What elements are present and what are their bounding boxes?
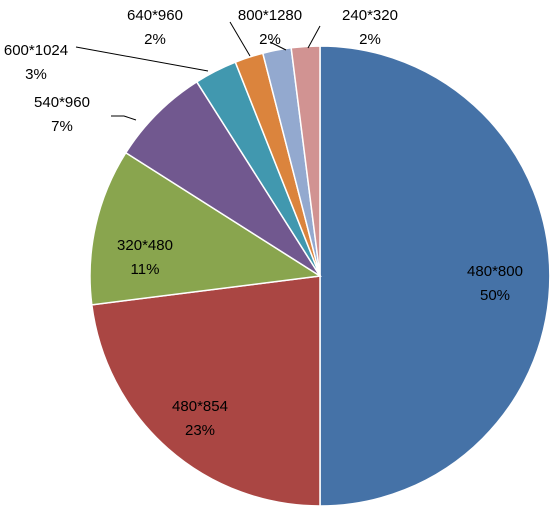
- slice-label-600x1024: 600*1024: [4, 42, 68, 59]
- leader-line-640x960: [229, 21, 251, 57]
- slice-label-480x800: 480*800: [467, 263, 523, 280]
- slice-label-480x854: 480*854: [172, 398, 228, 415]
- slice-percent-480x800: 50%: [480, 287, 510, 304]
- pie-slice-320x480: [89, 151, 323, 306]
- slice-percent-640x960: 2%: [144, 31, 166, 48]
- slice-percent-800x1280: 2%: [259, 31, 281, 48]
- pie-slice-240x320: [290, 45, 321, 277]
- leader-line-240x320: [307, 25, 321, 49]
- slice-percent-240x320: 2%: [359, 31, 381, 48]
- leader-line-600x1024: [75, 46, 209, 72]
- pie-slice-540x960: [124, 80, 321, 277]
- pie-slice-480x854: [90, 275, 321, 506]
- slice-label-540x960: 540*960: [34, 94, 90, 111]
- slice-label-240x320: 240*320: [342, 7, 398, 24]
- pie-slice-480x800: [319, 45, 550, 506]
- slice-label-640x960: 640*960: [127, 7, 183, 24]
- leader-lines: [75, 21, 321, 121]
- leader-line-540x960: [111, 115, 137, 121]
- slice-percent-480x854: 23%: [185, 422, 215, 439]
- slice-labels: 480*800 50% 480*854 23% 320*480 11% 540*960 7% 6…: [4, 7, 523, 439]
- slice-label-800x1280: 800*1280: [238, 7, 302, 24]
- slice-percent-540x960: 7%: [51, 118, 73, 135]
- slice-label-320x480: 320*480: [117, 237, 173, 254]
- leader-line-800x1280: [269, 41, 287, 51]
- pie-slices: [89, 45, 550, 506]
- slice-percent-600x1024: 3%: [25, 66, 47, 83]
- slice-percent-320x480: 11%: [131, 261, 160, 278]
